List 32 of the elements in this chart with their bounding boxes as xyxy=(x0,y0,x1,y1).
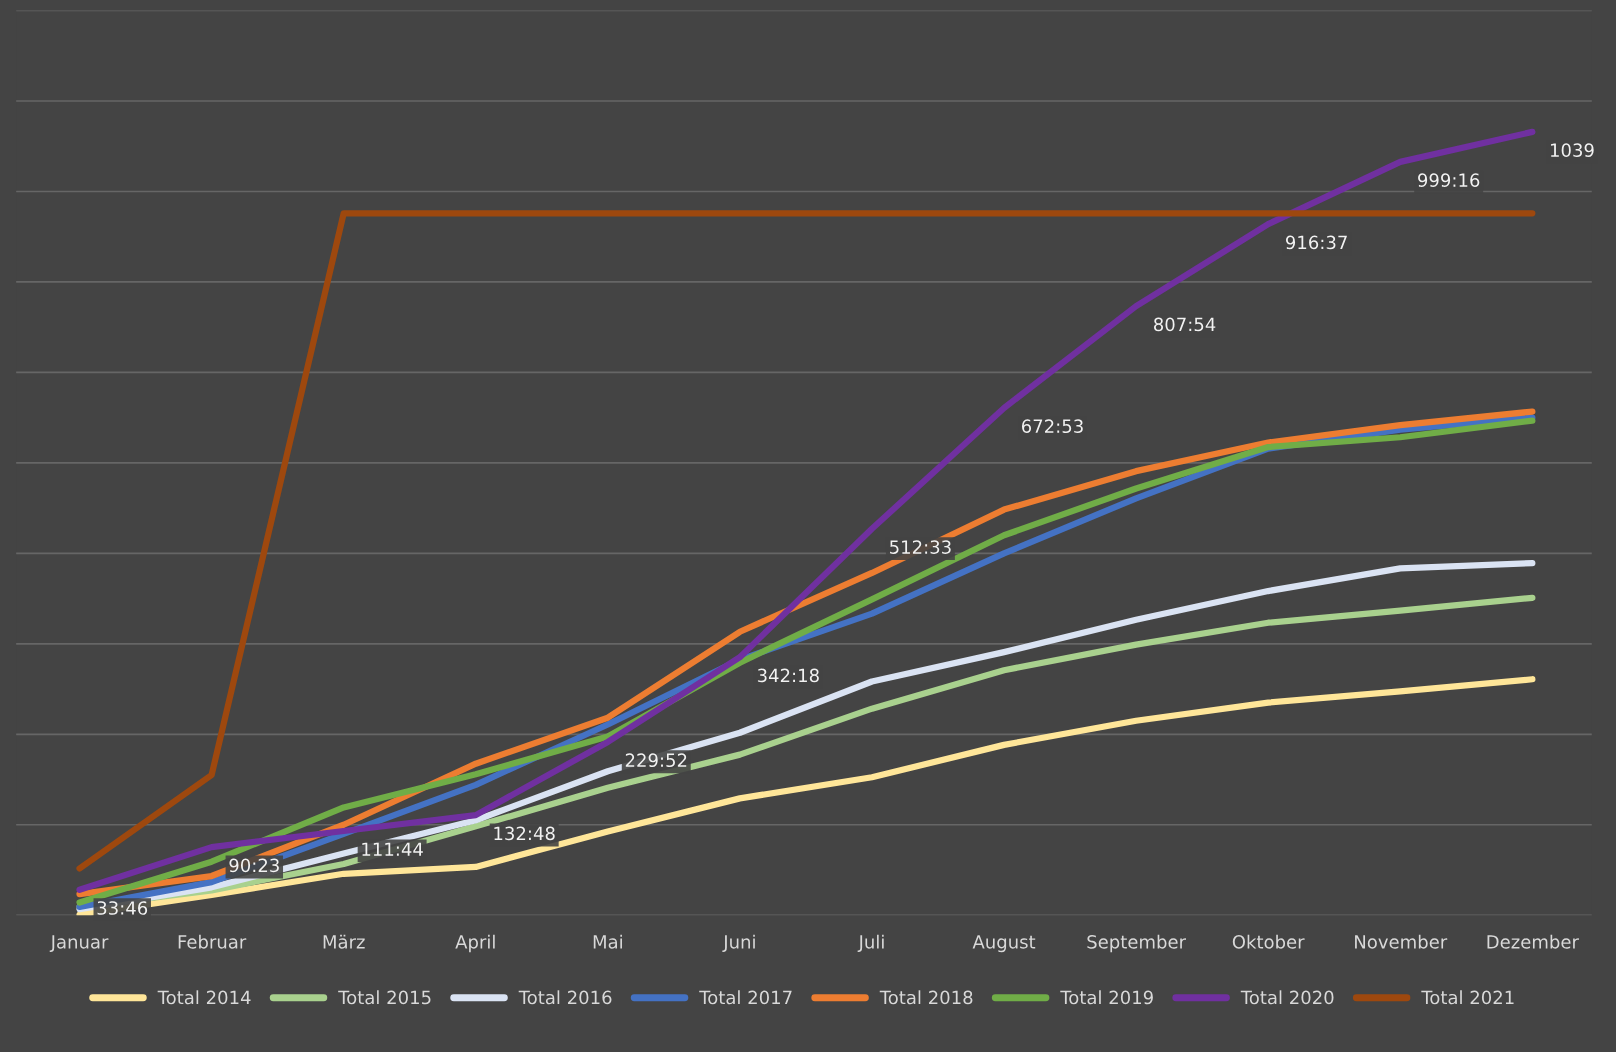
x-tick-label: Mai xyxy=(593,934,622,949)
data-label: 90:23 xyxy=(229,858,279,873)
legend-label: Total 2017 xyxy=(699,990,792,1005)
x-tick-label: September xyxy=(1087,934,1187,953)
x-tick-label: Juni xyxy=(722,934,755,953)
x-tick-label: April xyxy=(455,934,495,953)
x-tick-label: Oktober xyxy=(1232,934,1305,949)
data-label: 999:16 xyxy=(1418,173,1480,187)
legend-label: Total 2016 xyxy=(518,990,612,1005)
data-label: 33:46 xyxy=(97,901,148,915)
data-label: 132:48 xyxy=(494,826,555,841)
legend-label: Total 2018 xyxy=(879,990,973,1005)
legend-label: Total 2014 xyxy=(157,990,251,1005)
legend-label: Total 2019 xyxy=(1060,990,1153,1005)
data-label: 807:54 xyxy=(1154,317,1216,332)
legend-label: Total 2021 xyxy=(1421,990,1514,1005)
x-tick-label: Januar xyxy=(49,935,109,953)
x-tick-label: Dezember xyxy=(1487,934,1579,949)
x-tick-label: Februar xyxy=(178,934,247,949)
x-tick-label: November xyxy=(1355,934,1448,949)
data-label: 229:52 xyxy=(625,753,687,768)
data-label: 512:33 xyxy=(890,540,951,554)
data-label: 342:18 xyxy=(757,668,819,683)
x-tick-label: Juli xyxy=(857,934,884,953)
data-label: 1039 xyxy=(1550,143,1594,157)
data-label: 111:44 xyxy=(362,842,423,856)
legend-label: Total 2020 xyxy=(1240,990,1334,1005)
legend-label: Total 2015 xyxy=(338,990,431,1005)
x-tick-label: August xyxy=(972,935,1036,953)
x-tick-label: März xyxy=(323,934,365,949)
data-label: 916:37 xyxy=(1285,235,1347,250)
data-label: 672:53 xyxy=(1021,419,1083,434)
